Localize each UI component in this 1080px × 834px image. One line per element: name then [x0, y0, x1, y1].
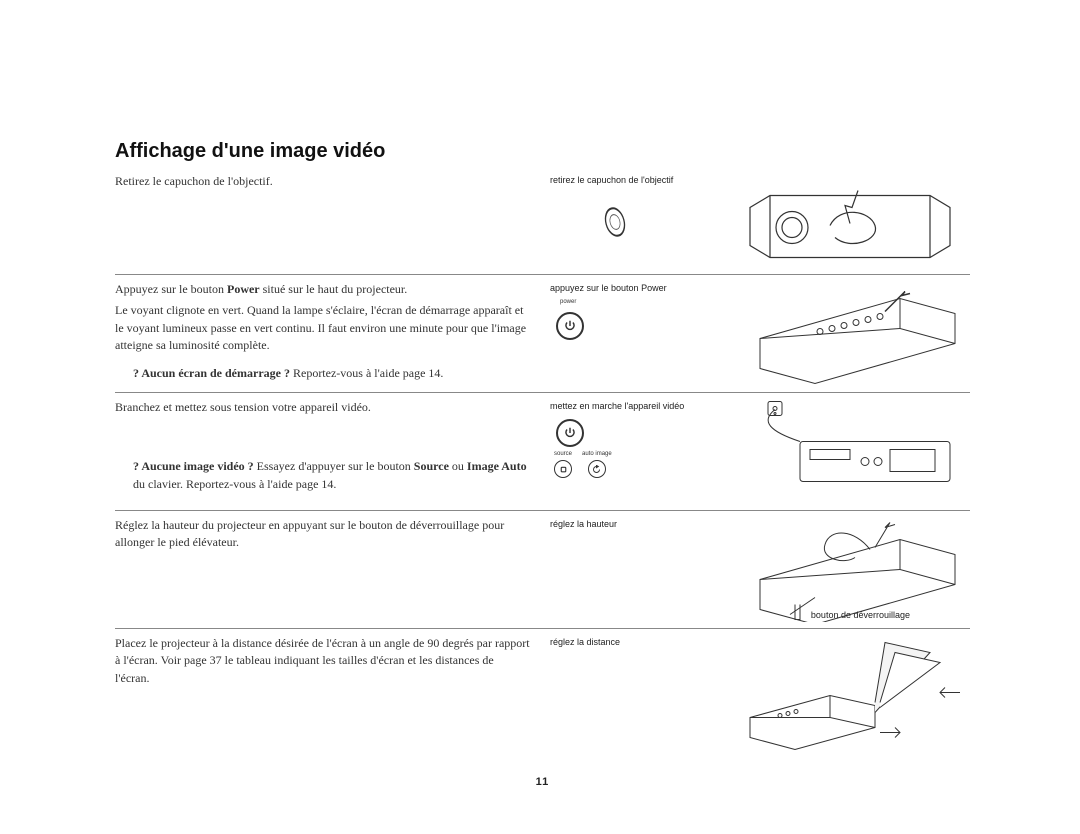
power-button-icon	[556, 312, 584, 340]
auto-image-button-icon	[588, 460, 606, 478]
page-number: 11	[115, 776, 970, 788]
step1-label: retirez le capuchon de l'objectif	[550, 175, 673, 185]
step2-label: appuyez sur le bouton Power	[550, 283, 667, 293]
projector-top-power-illustration	[730, 281, 970, 386]
lens-cap-icon	[602, 205, 629, 239]
section-height: Réglez la hauteur du projecteur en appuy…	[115, 510, 970, 628]
step3-label: mettez en marche l'appareil vidéo	[550, 401, 684, 411]
source-button-icon	[554, 460, 572, 478]
step2-hint: ? Aucun écran de démarrage ? Reportez-vo…	[133, 365, 530, 382]
step2-text-1: Appuyez sur le bouton Power situé sur le…	[115, 281, 530, 298]
section-lens-cap: Retirez le capuchon de l'objectif. retir…	[115, 173, 970, 274]
section-distance: Placez le projecteur à la distance désir…	[115, 628, 970, 756]
adjust-distance-illustration	[730, 635, 970, 750]
step5-text: Placez le projecteur à la distance désir…	[115, 635, 530, 687]
source-label: source	[554, 451, 572, 459]
power-sublabel: power	[560, 299, 730, 307]
page-title: Affichage d'une image vidéo	[115, 140, 970, 163]
step2-text-2: Le voyant clignote en vert. Quand la lam…	[115, 302, 530, 354]
device-power-icon	[556, 419, 584, 447]
adjust-height-illustration	[730, 517, 970, 622]
step3-text: Branchez et mettez sous tension votre ap…	[115, 399, 530, 416]
step1-text: Retirez le capuchon de l'objectif.	[115, 173, 530, 190]
step4-text: Réglez la hauteur du projecteur en appuy…	[115, 517, 530, 552]
step3-hint: ? Aucune image vidéo ? Essayez d'appuyer…	[133, 458, 530, 493]
auto-image-label: auto image	[582, 451, 612, 459]
step5-label: réglez la distance	[550, 637, 620, 647]
section-power: Appuyez sur le bouton Power situé sur le…	[115, 274, 970, 392]
step4-label: réglez la hauteur	[550, 519, 617, 529]
vcr-plug-illustration	[730, 399, 970, 504]
section-video-device: Branchez et mettez sous tension votre ap…	[115, 392, 970, 510]
unlock-button-label: bouton de déverrouillage	[811, 610, 910, 620]
projector-lens-illustration	[730, 173, 970, 268]
